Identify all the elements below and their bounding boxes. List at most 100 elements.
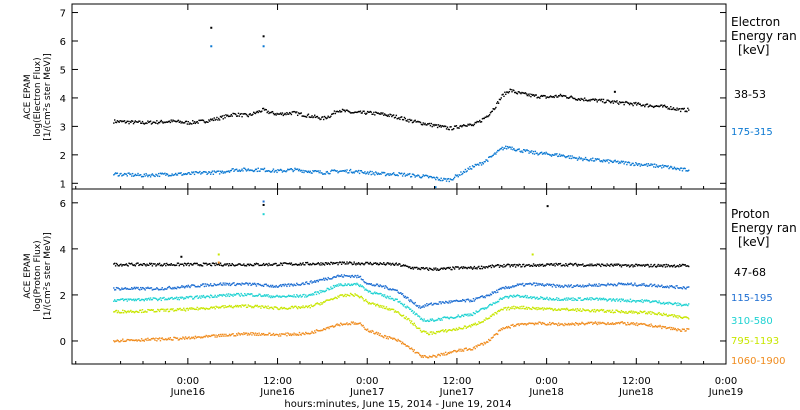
data-point	[434, 355, 436, 357]
data-point	[521, 283, 523, 286]
data-point	[193, 296, 196, 299]
data-point	[264, 333, 267, 336]
data-point	[518, 148, 520, 150]
data-point	[274, 296, 276, 298]
data-point	[423, 123, 425, 126]
data-point	[531, 322, 534, 325]
data-point	[656, 105, 659, 107]
data-point	[169, 287, 172, 289]
data-point	[335, 276, 337, 278]
data-point	[502, 297, 504, 299]
electron-ytick-label: 7	[60, 9, 66, 20]
data-point	[322, 301, 325, 303]
data-point	[190, 262, 192, 265]
data-point	[189, 295, 191, 298]
data-point	[497, 300, 500, 303]
data-point	[230, 264, 233, 267]
data-point	[189, 338, 191, 340]
data-point	[118, 288, 120, 290]
data-point	[117, 310, 119, 312]
data-point	[597, 309, 599, 312]
data-point	[589, 100, 591, 102]
data-point	[270, 306, 272, 309]
data-point	[281, 295, 284, 297]
data-point	[544, 284, 546, 286]
data-point	[455, 299, 458, 301]
data-point	[544, 153, 546, 155]
data-point	[681, 107, 684, 110]
data-point	[563, 285, 565, 288]
proton-ylabel-line2: log(Proton Flux)	[33, 240, 43, 311]
data-point	[114, 119, 116, 121]
data-point	[191, 264, 193, 266]
data-point	[327, 115, 329, 117]
data-point	[390, 337, 392, 339]
data-point	[113, 311, 115, 313]
data-point	[540, 151, 543, 154]
data-point	[601, 263, 603, 265]
data-point	[613, 311, 615, 313]
data-point	[196, 286, 198, 288]
x-axis-label: hours:minutes, June 15, 2014 - June 19, …	[284, 399, 511, 410]
data-point	[216, 170, 218, 173]
data-point	[658, 300, 660, 302]
data-point	[255, 305, 258, 307]
data-point	[197, 122, 199, 124]
data-point	[135, 263, 137, 265]
data-point	[256, 304, 259, 307]
data-point	[302, 294, 304, 296]
data-point	[212, 173, 215, 175]
data-point	[400, 265, 402, 267]
data-point	[215, 284, 217, 287]
data-point	[591, 309, 593, 312]
data-point	[604, 298, 607, 300]
data-point	[140, 309, 142, 311]
data-point	[570, 284, 572, 286]
data-point	[439, 330, 441, 333]
data-point	[364, 281, 366, 284]
data-point	[631, 323, 633, 325]
data-point	[663, 313, 666, 316]
data-point	[456, 329, 459, 331]
data-point	[273, 296, 276, 298]
data-point	[336, 261, 338, 264]
data-point	[578, 309, 581, 312]
data-point	[324, 290, 327, 292]
data-point	[242, 264, 244, 266]
data-point	[442, 179, 444, 181]
data-point	[521, 305, 523, 308]
data-point	[436, 319, 439, 321]
data-point	[483, 295, 485, 298]
data-point	[229, 305, 232, 308]
data-point	[316, 302, 319, 304]
data-point	[560, 299, 563, 301]
data-point	[149, 263, 152, 265]
data-point	[462, 299, 465, 302]
data-point	[496, 333, 499, 336]
data-point	[140, 338, 143, 340]
data-point	[270, 111, 273, 113]
data-point	[525, 306, 528, 309]
data-point	[336, 275, 338, 277]
data-point	[332, 169, 335, 172]
data-point	[231, 115, 233, 117]
data-point	[451, 351, 453, 353]
data-point	[260, 284, 262, 287]
data-point	[578, 322, 581, 325]
data-point	[280, 306, 283, 309]
data-point	[414, 176, 416, 178]
data-point	[564, 95, 566, 97]
data-point	[207, 284, 209, 286]
data-point	[659, 105, 661, 107]
data-point	[185, 296, 188, 298]
data-point	[647, 285, 650, 287]
data-point	[348, 172, 350, 174]
data-point	[158, 288, 161, 291]
data-point	[453, 125, 456, 127]
data-point	[566, 265, 569, 267]
data-point	[226, 170, 228, 173]
data-point	[548, 323, 550, 326]
data-point	[210, 295, 213, 297]
data-point	[240, 284, 242, 286]
data-point	[120, 298, 122, 300]
